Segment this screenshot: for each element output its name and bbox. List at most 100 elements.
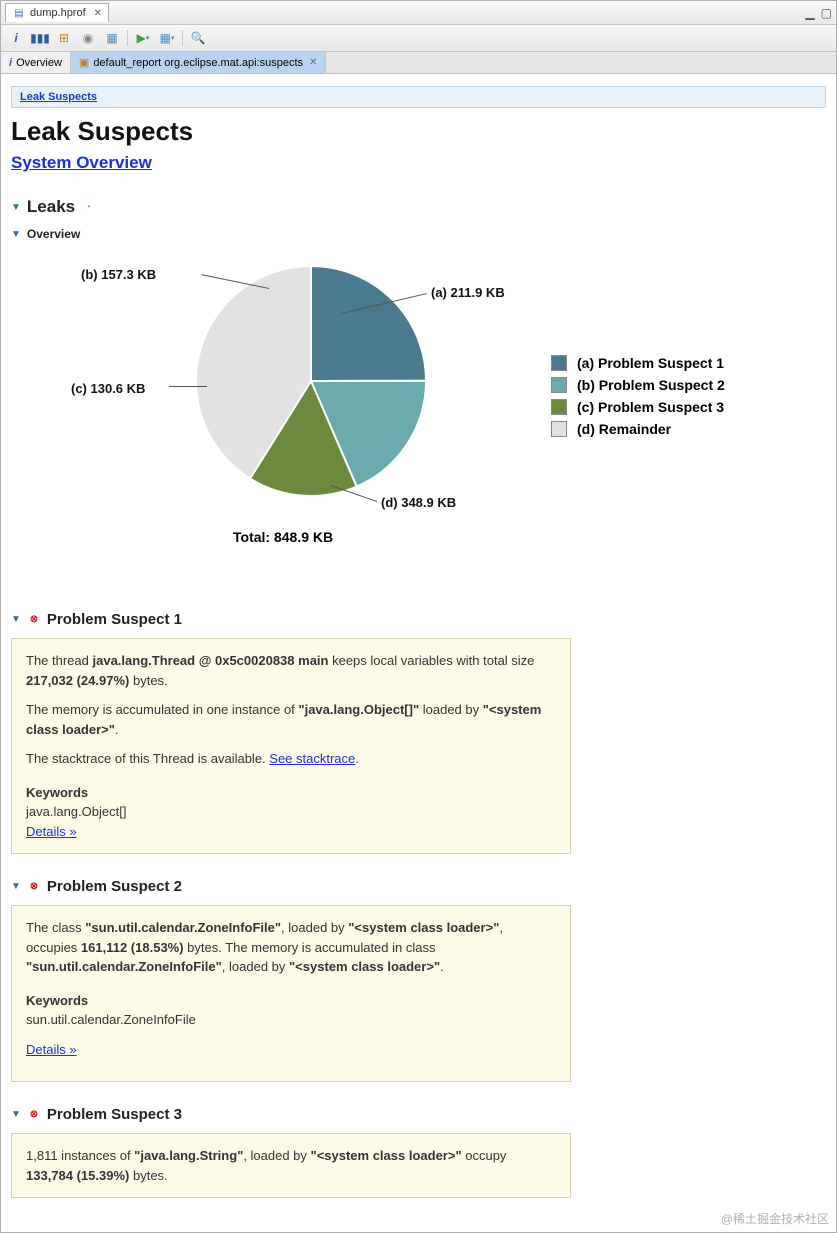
text-bold: 217,032 (24.97%) — [26, 673, 129, 688]
text-bold: "<system class loader>" — [348, 920, 499, 935]
sub-tab-bar: i Overview ▣ default_report org.eclipse.… — [1, 52, 836, 74]
caret-icon: ▼ — [11, 1109, 21, 1120]
section-ps2[interactable]: ▼ ⊗ Problem Suspect 2 — [11, 878, 826, 895]
sub-tab-label: default_report org.eclipse.mat.api:suspe… — [93, 57, 303, 69]
text-bold: "sun.util.calendar.ZoneInfoFile" — [85, 920, 281, 935]
caret-icon: ▼ — [11, 881, 21, 892]
text: occupy — [462, 1148, 507, 1163]
legend-label: (d) Remainder — [577, 421, 671, 437]
pie-slice-a — [311, 266, 426, 381]
pie-legend: (a) Problem Suspect 1 (b) Problem Suspect… — [551, 355, 725, 443]
text-bold: "sun.util.calendar.ZoneInfoFile" — [26, 959, 222, 974]
text: . — [355, 751, 359, 766]
keywords-value: sun.util.calendar.ZoneInfoFile — [26, 1010, 556, 1030]
sub-tab-label: Overview — [16, 57, 62, 69]
text: bytes. The memory is accumulated in clas… — [184, 940, 436, 955]
legend-row-d: (d) Remainder — [551, 421, 725, 437]
legend-row-b: (b) Problem Suspect 2 — [551, 377, 725, 393]
legend-label: (b) Problem Suspect 2 — [577, 377, 725, 393]
error-icon: ⊗ — [27, 613, 41, 627]
file-tab-dump[interactable]: ▤ dump.hprof ✕ — [5, 3, 109, 22]
oql-icon[interactable]: ▦ — [103, 29, 121, 47]
text: The memory is accumulated in one instanc… — [26, 702, 298, 717]
editor-window: ▤ dump.hprof ✕ ▁ ▢ i ▮▮▮ ⊞ ◉ ▦ ▶▾ ▦▾ 🔍 i… — [0, 0, 837, 1233]
content-area: Leak Suspects Leak Suspects System Overv… — [1, 74, 836, 1232]
suspect-box-2: The class "sun.util.calendar.ZoneInfoFil… — [11, 905, 571, 1082]
info-icon: i — [9, 57, 12, 69]
caret-icon: ▼ — [11, 614, 21, 625]
legend-label: (a) Problem Suspect 1 — [577, 355, 724, 371]
close-icon[interactable]: ✕ — [309, 57, 317, 68]
suspect-box-1: The thread java.lang.Thread @ 0x5c002083… — [11, 638, 571, 854]
sub-tab-report[interactable]: ▣ default_report org.eclipse.mat.api:sus… — [71, 52, 327, 73]
system-overview-link[interactable]: System Overview — [11, 153, 152, 173]
query-icon[interactable]: ▦▾ — [158, 29, 176, 47]
text: , loaded by — [243, 1148, 310, 1163]
section-label: Problem Suspect 1 — [47, 611, 182, 628]
run-icon[interactable]: ▶▾ — [134, 29, 152, 47]
breadcrumb: Leak Suspects — [11, 86, 826, 108]
text: 1,811 instances of — [26, 1148, 134, 1163]
text: , loaded by — [222, 959, 289, 974]
tree-icon[interactable]: ⊞ — [55, 29, 73, 47]
close-icon[interactable]: ✕ — [94, 8, 102, 19]
text: The class — [26, 920, 85, 935]
section-label: Overview — [27, 227, 80, 241]
section-overview[interactable]: ▼ Overview — [11, 227, 826, 241]
section-label: Problem Suspect 2 — [47, 878, 182, 895]
text: , loaded by — [281, 920, 348, 935]
legend-row-c: (c) Problem Suspect 3 — [551, 399, 725, 415]
text: loaded by — [419, 702, 483, 717]
breadcrumb-link[interactable]: Leak Suspects — [20, 91, 97, 103]
slice-label-a: (a) 211.9 KB — [431, 285, 505, 300]
text: . — [440, 959, 444, 974]
section-label: Problem Suspect 3 — [47, 1106, 182, 1123]
window-controls: ▁ ▢ — [805, 6, 832, 20]
info-icon[interactable]: i — [7, 29, 25, 47]
text-bold: "<system class loader>" — [311, 1148, 462, 1163]
toolbar-separator — [182, 30, 183, 46]
section-ps3[interactable]: ▼ ⊗ Problem Suspect 3 — [11, 1106, 826, 1123]
section-ps1[interactable]: ▼ ⊗ Problem Suspect 1 — [11, 611, 826, 628]
text: The stacktrace of this Thread is availab… — [26, 751, 269, 766]
dominator-icon[interactable]: ◉ — [79, 29, 97, 47]
histogram-icon[interactable]: ▮▮▮ — [31, 29, 49, 47]
text-bold: 161,112 (18.53%) — [81, 940, 184, 955]
maximize-icon[interactable]: ▢ — [821, 6, 832, 20]
legend-swatch — [551, 421, 567, 437]
details-link[interactable]: Details » — [26, 1042, 77, 1057]
text-bold: "java.lang.Object[]" — [298, 702, 419, 717]
error-icon: ⊗ — [27, 880, 41, 894]
pie-total: Total: 848.9 KB — [233, 529, 333, 545]
text-bold: "java.lang.String" — [134, 1148, 243, 1163]
search-icon[interactable]: 🔍 — [189, 29, 207, 47]
report-icon: ▣ — [79, 56, 89, 69]
sub-tab-overview[interactable]: i Overview — [1, 52, 71, 73]
text: bytes. — [129, 673, 167, 688]
minimize-icon[interactable]: ▁ — [805, 6, 814, 20]
legend-swatch — [551, 377, 567, 393]
legend-swatch — [551, 355, 567, 371]
keywords-label: Keywords — [26, 991, 556, 1011]
suspect-box-3: 1,811 instances of "java.lang.String", l… — [11, 1133, 571, 1198]
file-icon: ▤ — [12, 6, 26, 20]
stacktrace-link[interactable]: See stacktrace — [269, 751, 355, 766]
details-link[interactable]: Details » — [26, 824, 77, 839]
keywords-label: Keywords — [26, 783, 556, 803]
text-bold: 133,784 (15.39%) — [26, 1168, 129, 1183]
toolbar-separator — [127, 30, 128, 46]
pie-chart: (a) 211.9 KB(b) 157.3 KB(c) 130.6 KB(d) … — [11, 261, 791, 581]
caret-icon: ▼ — [11, 202, 21, 213]
pie-svg — [191, 261, 431, 501]
section-label: Leaks — [27, 197, 75, 217]
toolbar: i ▮▮▮ ⊞ ◉ ▦ ▶▾ ▦▾ 🔍 — [1, 25, 836, 52]
legend-swatch — [551, 399, 567, 415]
text-bold: java.lang.Thread @ 0x5c0020838 main — [93, 653, 329, 668]
section-leaks[interactable]: ▼ Leaks ◔ — [11, 197, 826, 217]
caret-icon: ▼ — [11, 229, 21, 240]
watermark: @稀土掘金技术社区 — [721, 1210, 829, 1227]
legend-label: (c) Problem Suspect 3 — [577, 399, 724, 415]
text-bold: "<system class loader>" — [289, 959, 440, 974]
text: keeps local variables with total size — [328, 653, 534, 668]
keywords-value: java.lang.Object[] — [26, 802, 556, 822]
